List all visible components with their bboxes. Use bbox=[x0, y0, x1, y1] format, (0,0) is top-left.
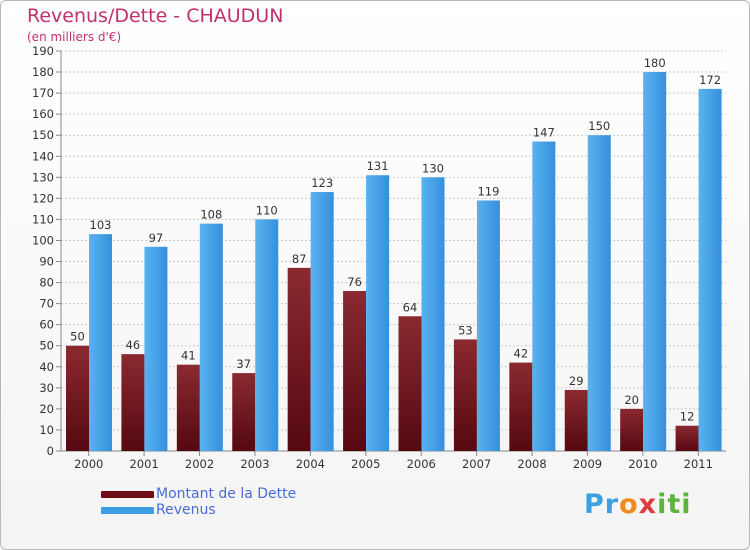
x-tick-label: 2010 bbox=[628, 457, 657, 471]
bar-dette bbox=[343, 291, 367, 451]
x-tick-label: 2007 bbox=[462, 457, 491, 471]
bar-dette bbox=[176, 364, 200, 451]
bar-revenus-value-label: 123 bbox=[311, 176, 333, 190]
x-tick-label: 2009 bbox=[573, 457, 602, 471]
y-tick-label: 140 bbox=[32, 149, 54, 163]
bar-revenus-value-label: 150 bbox=[588, 119, 610, 133]
bar-dette bbox=[620, 408, 644, 451]
x-tick-label: 2005 bbox=[351, 457, 380, 471]
bar-revenus bbox=[587, 135, 611, 452]
x-tick-label: 2003 bbox=[240, 457, 269, 471]
bar-revenus bbox=[698, 88, 722, 451]
y-tick-label: 40 bbox=[39, 360, 54, 374]
legend-swatch-dette bbox=[101, 491, 154, 498]
bar-dette bbox=[564, 389, 588, 451]
bar-dette bbox=[287, 267, 311, 451]
bar-dette bbox=[66, 345, 89, 451]
bar-dette-value-label: 64 bbox=[403, 300, 418, 314]
bar-revenus bbox=[310, 192, 334, 452]
bar-revenus bbox=[643, 72, 667, 451]
legend-label-revenus: Revenus bbox=[156, 502, 216, 518]
bar-revenus-value-label: 172 bbox=[699, 73, 721, 87]
bar-dette-value-label: 29 bbox=[569, 374, 584, 388]
bar-dette bbox=[398, 316, 422, 451]
x-tick-label: 2006 bbox=[407, 457, 436, 471]
y-tick-label: 150 bbox=[32, 128, 54, 142]
y-tick-label: 80 bbox=[39, 276, 54, 290]
bar-dette-value-label: 50 bbox=[70, 330, 85, 344]
bar-revenus bbox=[532, 141, 556, 452]
y-tick-label: 130 bbox=[32, 170, 54, 184]
bar-dette bbox=[675, 425, 699, 451]
bar-dette-value-label: 53 bbox=[458, 323, 473, 337]
bar-revenus bbox=[476, 200, 500, 451]
bar-dette-value-label: 41 bbox=[181, 349, 196, 363]
bar-revenus-value-label: 131 bbox=[367, 159, 389, 173]
x-tick-label: 2001 bbox=[129, 457, 158, 471]
bar-revenus bbox=[255, 219, 279, 451]
bar-revenus bbox=[144, 246, 168, 451]
chart-subtitle: (en milliers d'€) bbox=[27, 30, 122, 44]
legend-swatch-revenus bbox=[101, 507, 154, 514]
bar-dette bbox=[121, 354, 145, 451]
x-tick-label: 2008 bbox=[517, 457, 546, 471]
bar-revenus-value-label: 110 bbox=[256, 203, 278, 217]
y-tick-label: 180 bbox=[32, 65, 54, 79]
y-tick-label: 50 bbox=[39, 339, 54, 353]
bar-revenus-value-label: 103 bbox=[90, 218, 112, 232]
y-tick-label: 170 bbox=[32, 86, 54, 100]
y-tick-label: 70 bbox=[39, 297, 54, 311]
bar-revenus-value-label: 108 bbox=[200, 208, 222, 222]
x-tick-label: 2011 bbox=[684, 457, 713, 471]
y-tick-label: 110 bbox=[32, 212, 54, 226]
y-tick-label: 10 bbox=[39, 423, 54, 437]
bar-dette-value-label: 12 bbox=[680, 410, 695, 424]
y-tick-label: 160 bbox=[32, 107, 54, 121]
y-tick-label: 20 bbox=[39, 402, 54, 416]
bar-revenus-value-label: 97 bbox=[149, 231, 164, 245]
bar-revenus-value-label: 130 bbox=[422, 161, 444, 175]
x-tick-label: 2000 bbox=[74, 457, 103, 471]
proxiti-logo: Proxiti bbox=[584, 489, 692, 520]
x-tick-label: 2004 bbox=[296, 457, 325, 471]
bar-dette bbox=[509, 362, 533, 451]
bar-revenus bbox=[421, 177, 445, 451]
bar-dette-value-label: 76 bbox=[347, 275, 362, 289]
y-tick-label: 0 bbox=[47, 444, 54, 458]
bar-revenus-value-label: 180 bbox=[644, 56, 666, 70]
bar-dette-value-label: 42 bbox=[514, 347, 529, 361]
bar-dette-value-label: 87 bbox=[292, 252, 307, 266]
y-tick-label: 120 bbox=[32, 191, 54, 205]
bar-dette-value-label: 20 bbox=[624, 393, 639, 407]
y-tick-label: 60 bbox=[39, 318, 54, 332]
y-tick-label: 90 bbox=[39, 255, 54, 269]
chart-title: Revenus/Dette - CHAUDUN bbox=[27, 5, 284, 27]
bar-dette-value-label: 46 bbox=[126, 338, 141, 352]
bar-dette-value-label: 37 bbox=[236, 357, 251, 371]
y-tick-label: 100 bbox=[32, 233, 54, 247]
bar-revenus bbox=[89, 234, 112, 451]
y-tick-label: 30 bbox=[39, 381, 54, 395]
bar-dette bbox=[453, 339, 477, 451]
bar-revenus bbox=[366, 175, 390, 452]
x-tick-label: 2002 bbox=[185, 457, 214, 471]
bar-dette bbox=[232, 373, 256, 451]
bar-revenus bbox=[199, 223, 223, 451]
legend-label-dette: Montant de la Dette bbox=[156, 486, 297, 502]
y-tick-label: 190 bbox=[32, 44, 54, 58]
bar-revenus-value-label: 147 bbox=[533, 126, 555, 140]
bar-revenus-value-label: 119 bbox=[477, 184, 499, 198]
